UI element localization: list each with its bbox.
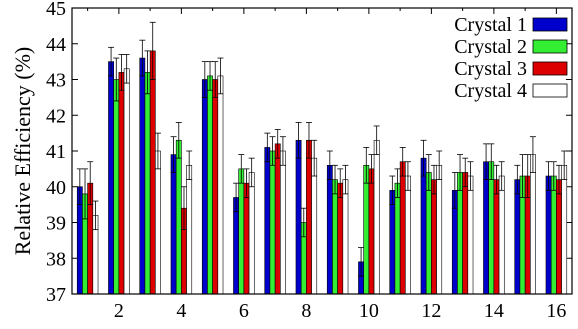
bar-crystal-1 [139, 57, 146, 295]
bar-crystal-1 [420, 157, 427, 295]
bar-crystal-3 [243, 182, 250, 295]
x-tick-label: 2 [114, 300, 124, 322]
y-tick-label: 42 [46, 105, 66, 127]
legend-swatch [532, 39, 568, 54]
bar-crystal-2 [238, 168, 245, 295]
bar-crystal-2 [394, 182, 401, 295]
bar-crystal-1 [108, 61, 114, 295]
legend-label: Crystal 3 [454, 58, 527, 80]
y-tick-label: 40 [46, 177, 66, 199]
bar-crystal-4 [436, 165, 443, 295]
legend-label: Crystal 4 [454, 80, 527, 102]
bar-crystal-3 [556, 179, 562, 295]
bar-crystal-4 [123, 68, 130, 295]
bar-crystal-3 [368, 168, 375, 295]
legend-label: Crystal 1 [454, 14, 527, 36]
bar-crystal-2 [175, 139, 182, 295]
legend-swatch [532, 83, 568, 98]
bar-crystal-4 [467, 175, 474, 295]
bar-crystal-1 [295, 139, 302, 295]
bar-crystal-3 [399, 161, 406, 295]
bar-crystal-1 [483, 161, 489, 295]
bar-crystal-2 [144, 72, 151, 295]
bar-crystal-2 [332, 179, 338, 295]
legend-swatch [532, 61, 568, 76]
y-tick-label: 44 [46, 34, 66, 56]
legend-swatch [532, 17, 568, 32]
bar-crystal-4 [217, 75, 224, 295]
x-tick-label: 16 [546, 300, 566, 322]
y-tick-label: 43 [46, 70, 66, 92]
x-tick-label: 14 [484, 300, 504, 322]
bar-crystal-4 [155, 150, 161, 295]
bar-crystal-4 [248, 172, 255, 295]
bar-crystal-4 [186, 165, 193, 295]
legend-label: Crystal 2 [454, 36, 527, 58]
y-tick-label: 38 [46, 248, 66, 270]
bar-crystal-4 [373, 139, 380, 295]
y-tick-label: 37 [46, 284, 66, 306]
bar-crystal-1 [545, 175, 552, 295]
x-tick-label: 4 [176, 300, 186, 322]
bar-crystal-4 [405, 175, 411, 295]
bar-crystal-3 [212, 79, 219, 295]
bar-crystal-1 [170, 154, 177, 295]
bar-crystal-3 [431, 179, 437, 295]
x-tick-label: 6 [239, 300, 249, 322]
y-tick-label: 39 [46, 213, 66, 235]
bar-crystal-2 [269, 150, 276, 295]
y-axis-label: Relative Efficiency (%) [10, 47, 35, 256]
plot-frame [71, 7, 573, 295]
bar-crystal-3 [337, 182, 344, 295]
x-tick-label: 8 [301, 300, 311, 322]
bar-crystal-1 [389, 190, 396, 295]
bar-crystal-1 [514, 179, 521, 295]
bar-crystal-1 [326, 165, 333, 295]
bar-crystal-2 [550, 175, 557, 295]
bar-crystal-3 [149, 50, 156, 295]
bar-crystal-2 [488, 161, 495, 295]
bar-crystal-4 [311, 157, 318, 295]
bar-crystal-4 [530, 154, 536, 295]
bar-crystal-3 [274, 143, 281, 295]
bar-crystal-4 [498, 175, 505, 295]
bar-crystal-3 [462, 172, 469, 295]
bar-crystal-4 [280, 150, 286, 295]
bar-crystal-3 [118, 72, 125, 295]
bar-crystal-2 [113, 79, 120, 295]
bar-crystal-3 [306, 139, 312, 295]
bar-crystal-4 [342, 179, 349, 295]
y-tick-label: 41 [46, 141, 66, 163]
bar-crystal-2 [207, 75, 213, 295]
y-tick-label: 45 [46, 0, 66, 20]
bar-crystal-4 [561, 165, 568, 295]
bar-crystal-1 [264, 147, 271, 295]
bar-crystal-1 [201, 79, 208, 295]
bar-crystal-2 [363, 165, 370, 295]
x-tick-label: 12 [421, 300, 441, 322]
bar-crystal-3 [493, 179, 500, 295]
x-tick-label: 10 [359, 300, 379, 322]
